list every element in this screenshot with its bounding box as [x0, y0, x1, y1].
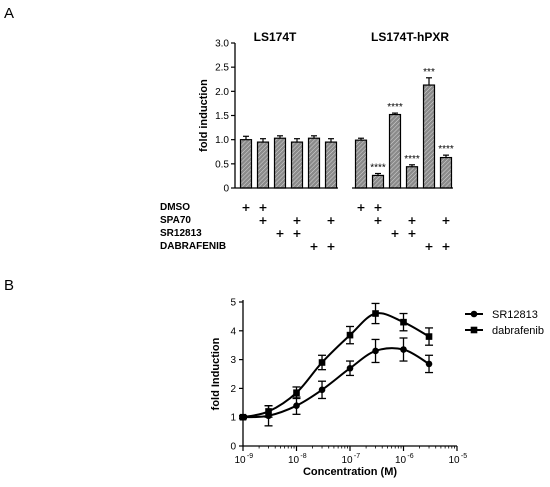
- data-point: [293, 402, 300, 409]
- treatment-plus-mark: +: [326, 240, 335, 253]
- panel-b-label: B: [4, 277, 14, 294]
- treatment-plus-mark: +: [309, 240, 318, 253]
- y-tick-label: 4: [230, 326, 236, 337]
- y-tick-label: 2: [230, 384, 236, 395]
- bar: [324, 141, 338, 189]
- bar: [422, 84, 436, 189]
- y-axis-title: fold induction: [198, 79, 210, 152]
- x-tick-exponent: -9: [247, 453, 253, 460]
- treatment-plus-mark: +: [441, 214, 450, 227]
- treatment-label: DMSO: [160, 202, 190, 213]
- x-tick-exponent: -8: [300, 453, 306, 460]
- treatment-plus-mark: +: [258, 201, 267, 214]
- y-tick-label: 0: [230, 442, 236, 453]
- significance-label: ****: [404, 154, 420, 165]
- x-tick-exponent: -6: [407, 453, 413, 460]
- bar: [388, 113, 402, 189]
- x-tick-label: 10: [234, 455, 246, 466]
- treatment-plus-mark: +: [292, 227, 301, 240]
- legend-marker: [470, 326, 478, 334]
- y-tick-label: 1.5: [215, 111, 229, 122]
- significance-label: ****: [370, 163, 386, 174]
- y-tick-label: 0: [223, 184, 229, 195]
- y-tick-label: 5: [230, 298, 236, 309]
- data-point: [372, 310, 379, 317]
- y-tick-label: 2.0: [215, 87, 229, 98]
- treatment-plus-mark: +: [373, 214, 382, 227]
- bar: [371, 174, 385, 189]
- y-tick-label: 1: [230, 413, 236, 424]
- y-tick-label: 0.5: [215, 159, 229, 170]
- x-tick-label: 10: [288, 455, 300, 466]
- group-title: LS174T-hPXR: [371, 30, 449, 44]
- treatment-plus-mark: +: [241, 201, 250, 214]
- x-tick-label: 10: [395, 455, 407, 466]
- bar: [239, 139, 253, 189]
- series-dabrafenib: [239, 302, 434, 421]
- treatment-label: SPA70: [160, 215, 191, 226]
- treatment-plus-mark: +: [424, 240, 433, 253]
- legend: SR12813 dabrafenib: [465, 309, 544, 337]
- bar: [439, 156, 453, 189]
- data-point: [346, 331, 354, 339]
- series-line: [242, 312, 430, 419]
- treatment-label: DABRAFENIB: [160, 241, 226, 252]
- y-axis-title: fold Induction: [210, 337, 222, 410]
- x-tick-exponent: -7: [354, 453, 360, 460]
- bar-chart-panel-a: 0 0.5 1.0 1.5 2.0 2.5 3.0 fold induction LS174T L…: [160, 30, 454, 253]
- significance-label: ***: [423, 67, 435, 78]
- data-point: [318, 386, 326, 394]
- y-tick-label: 3.0: [215, 39, 229, 50]
- y-tick-label: 3: [230, 355, 236, 366]
- y-tick-label: 1.0: [215, 135, 229, 146]
- data-point: [400, 346, 407, 353]
- y-tick-label: 2.5: [215, 63, 229, 74]
- treatment-plus-mark: +: [326, 214, 335, 227]
- bar: [307, 137, 321, 189]
- x-tick-label: 10: [341, 455, 353, 466]
- legend-label: SR12813: [492, 309, 538, 321]
- treatment-plus-mark: +: [390, 227, 399, 240]
- legend-marker: [470, 310, 478, 318]
- treatment-plus-mark: +: [407, 227, 416, 240]
- x-axis-title: Concentration (M): [303, 466, 397, 478]
- treatment-plus-mark: +: [258, 214, 267, 227]
- data-point: [318, 359, 326, 366]
- significance-label: ****: [438, 144, 454, 155]
- series-line: [242, 347, 430, 419]
- bar: [405, 166, 419, 189]
- treatment-label: SR12813: [160, 228, 202, 239]
- data-point: [239, 413, 247, 421]
- data-point: [293, 389, 300, 397]
- data-point: [425, 360, 433, 368]
- treatment-plus-mark: +: [373, 201, 382, 214]
- treatment-plus-mark: +: [441, 240, 450, 253]
- x-tick-label: 10: [448, 455, 460, 466]
- panel-a-label: A: [4, 5, 14, 22]
- significance-label: ****: [387, 102, 403, 113]
- x-tick-exponent: -5: [461, 453, 467, 460]
- treatment-plus-mark: +: [356, 201, 365, 214]
- data-point: [400, 318, 407, 326]
- data-point: [425, 333, 433, 340]
- legend-label: dabrafenib: [492, 325, 544, 337]
- data-point: [346, 364, 354, 372]
- group-title: LS174T: [254, 30, 297, 44]
- treatment-plus-mark: +: [275, 227, 284, 240]
- bar: [256, 141, 270, 189]
- treatment-plus-mark: +: [407, 214, 416, 227]
- bar: [273, 137, 287, 189]
- bar: [290, 141, 304, 189]
- data-point: [372, 347, 379, 355]
- data-point: [265, 408, 272, 415]
- treatment-plus-mark: +: [292, 214, 301, 227]
- bar: [354, 139, 368, 189]
